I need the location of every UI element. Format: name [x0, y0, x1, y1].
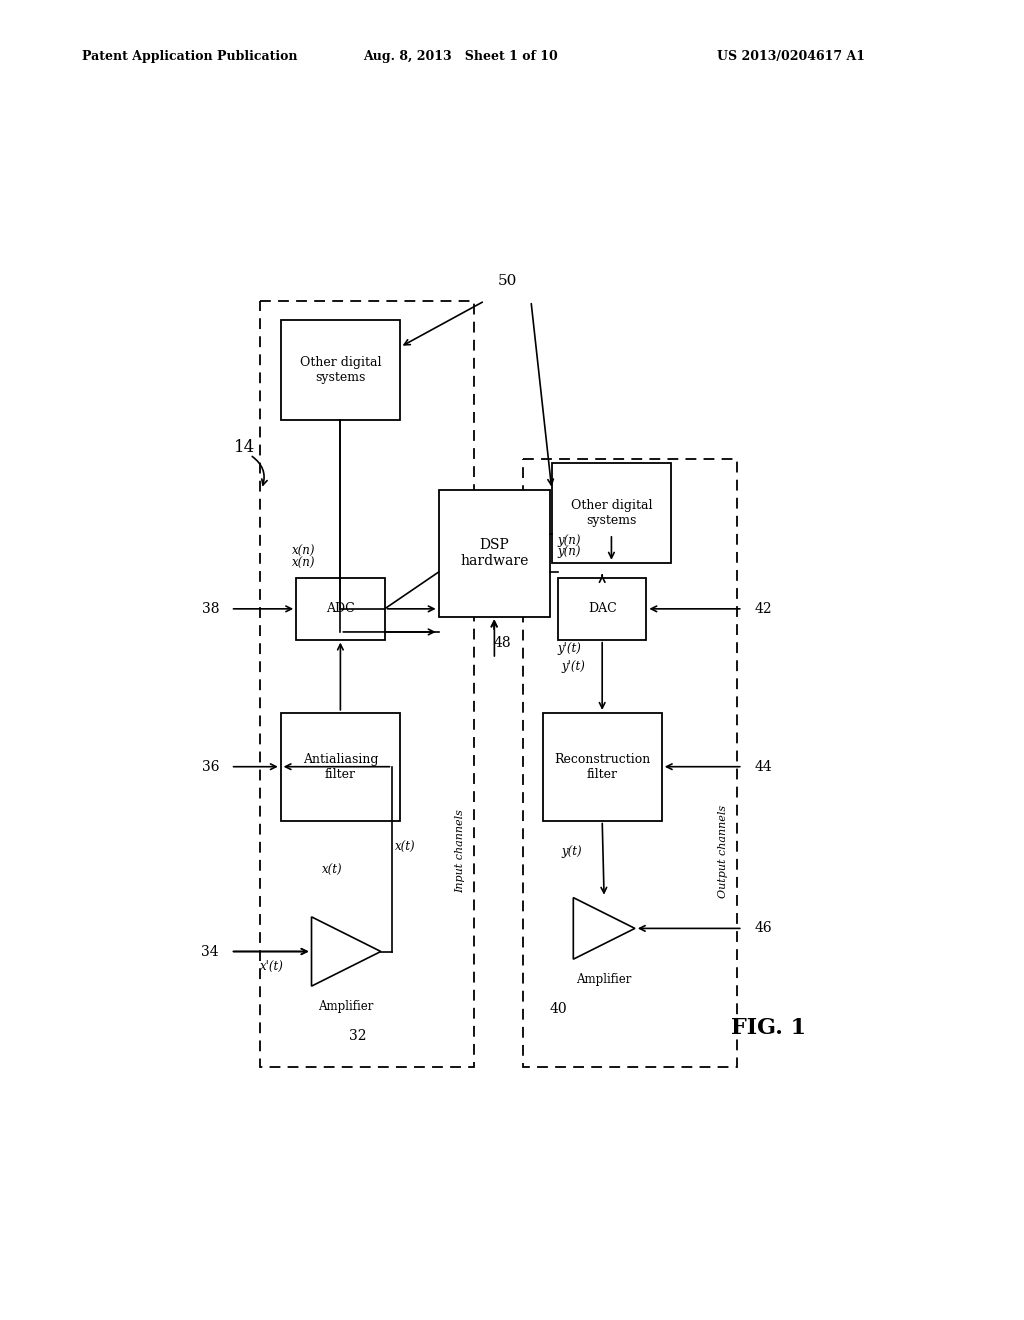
Text: 38: 38 — [202, 602, 219, 616]
Text: x(n): x(n) — [292, 545, 315, 557]
Text: US 2013/0204617 A1: US 2013/0204617 A1 — [717, 50, 865, 63]
Polygon shape — [573, 898, 635, 960]
Text: 48: 48 — [494, 636, 512, 649]
Text: 44: 44 — [755, 760, 772, 774]
Text: y(n): y(n) — [558, 535, 582, 548]
Text: DAC: DAC — [588, 602, 616, 615]
Text: 14: 14 — [233, 438, 255, 455]
Text: x(t): x(t) — [322, 865, 342, 878]
Text: x(t): x(t) — [394, 841, 416, 854]
Text: FIG. 1: FIG. 1 — [731, 1018, 806, 1040]
Text: 36: 36 — [202, 760, 219, 774]
Text: 32: 32 — [349, 1028, 367, 1043]
Text: Amplifier: Amplifier — [577, 973, 632, 986]
Bar — [281, 713, 400, 821]
Text: y(t): y(t) — [562, 845, 583, 858]
Bar — [260, 301, 474, 1067]
Text: Antialiasing
filter: Antialiasing filter — [303, 752, 378, 780]
Text: Input channels: Input channels — [455, 809, 465, 894]
Bar — [558, 578, 646, 640]
Text: Reconstruction
filter: Reconstruction filter — [554, 752, 650, 780]
Bar — [296, 578, 385, 640]
Text: Patent Application Publication: Patent Application Publication — [82, 50, 297, 63]
Text: x(n): x(n) — [292, 557, 315, 570]
Text: 34: 34 — [202, 945, 219, 958]
Text: Other digital
systems: Other digital systems — [300, 356, 381, 384]
Bar — [281, 321, 400, 420]
Text: 46: 46 — [755, 921, 772, 936]
Text: 40: 40 — [549, 1002, 566, 1015]
Text: x'(t): x'(t) — [260, 961, 284, 973]
Text: y'(t): y'(t) — [558, 642, 582, 655]
Text: Output channels: Output channels — [719, 805, 728, 898]
Bar — [523, 459, 737, 1067]
Text: 42: 42 — [755, 602, 772, 616]
Bar — [552, 462, 671, 562]
Text: y'(t): y'(t) — [562, 660, 586, 673]
Text: y(n): y(n) — [558, 545, 582, 557]
Text: Amplifier: Amplifier — [318, 1001, 374, 1012]
Text: Aug. 8, 2013   Sheet 1 of 10: Aug. 8, 2013 Sheet 1 of 10 — [364, 50, 558, 63]
Text: Other digital
systems: Other digital systems — [570, 499, 652, 527]
Text: ADC: ADC — [326, 602, 354, 615]
Text: 50: 50 — [498, 273, 517, 288]
Text: DSP
hardware: DSP hardware — [460, 539, 528, 568]
Bar — [438, 490, 550, 616]
Bar — [543, 713, 662, 821]
Polygon shape — [311, 917, 381, 986]
